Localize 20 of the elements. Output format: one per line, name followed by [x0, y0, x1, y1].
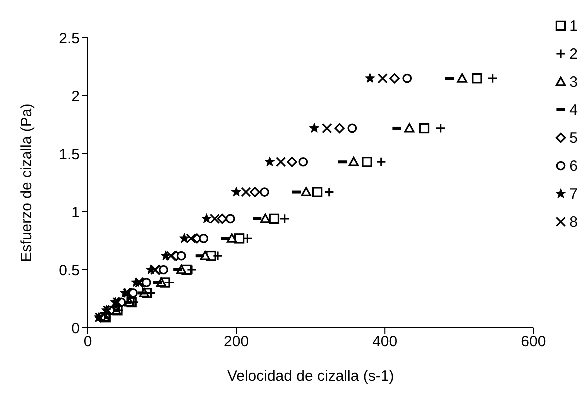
x-tick-label: 200 — [224, 334, 250, 351]
legend-label: 1 — [570, 18, 578, 34]
legend-label: 8 — [570, 214, 578, 230]
legend-label: 3 — [570, 74, 578, 90]
legend-label: 5 — [570, 130, 578, 146]
x-axis-title: Velocidad de cizalla (s-1) — [227, 368, 394, 385]
y-tick-label: 1 — [72, 204, 80, 222]
y-tick-label: 2 — [72, 88, 80, 106]
legend-label: 6 — [570, 158, 578, 174]
legend-label: 2 — [570, 46, 578, 62]
x-tick-label: 600 — [521, 334, 546, 351]
legend-label: 7 — [570, 186, 578, 202]
y-tick-label: 0.5 — [59, 262, 80, 280]
x-tick-label: 400 — [372, 334, 398, 351]
y-tick-label: 1.5 — [59, 146, 80, 164]
y-axis-title: Esfuerzo de cizalla (Pa) — [18, 104, 36, 262]
y-tick-label: 2.5 — [59, 30, 80, 48]
legend-label: 4 — [570, 102, 578, 118]
x-tick-label: 0 — [84, 334, 92, 351]
y-tick-label: 0 — [72, 320, 80, 338]
